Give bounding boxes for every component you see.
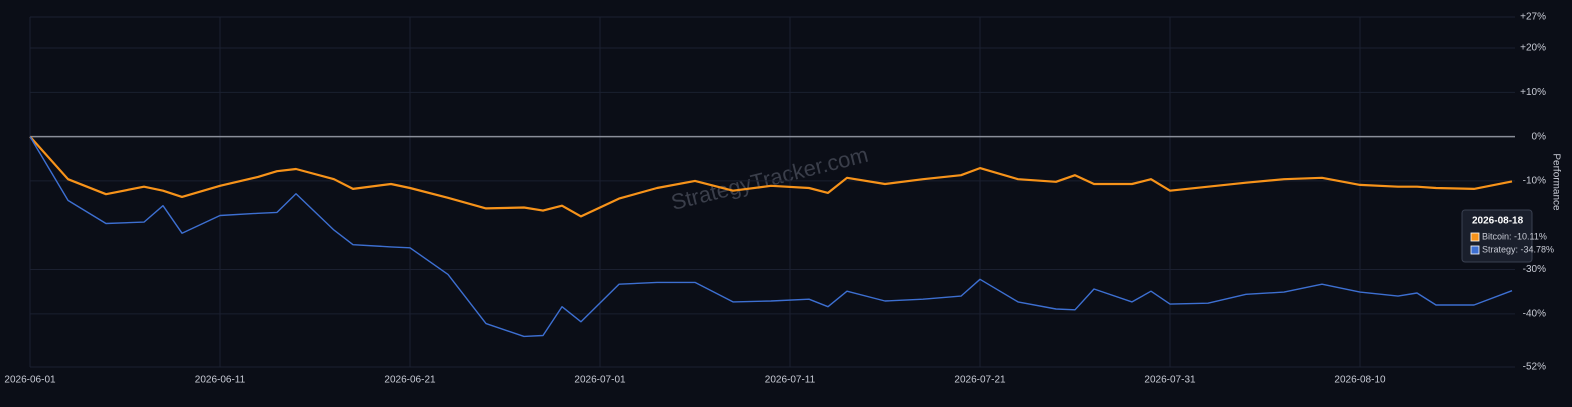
x-tick-label: 2026-07-11 (765, 375, 816, 386)
y-tick-label: +10% (1520, 87, 1546, 98)
x-tick-label: 2026-07-21 (954, 375, 1006, 386)
series-line (29, 136, 1513, 338)
x-tick-label: 2026-07-31 (1144, 375, 1196, 386)
x-tick-label: 2026-06-11 (195, 375, 246, 386)
x-tick-label: 2026-06-01 (4, 375, 56, 386)
y-tick-label: 0% (1532, 131, 1547, 142)
tooltip-swatch (1470, 245, 1480, 255)
y-tick-label: -30% (1523, 264, 1546, 275)
tooltip-line: Strategy: -34.78% (1482, 244, 1554, 254)
y-tick-label: -52% (1523, 362, 1546, 373)
tooltip-line: Bitcoin: -10.11% (1482, 231, 1547, 241)
x-tick-label: 2026-08-10 (1334, 375, 1386, 386)
tooltip-box (1461, 209, 1533, 263)
x-tick-label: 2026-06-21 (384, 375, 436, 386)
tooltip-date: 2026-08-18 (1472, 216, 1524, 227)
y-tick-label: +27% (1520, 12, 1546, 23)
series-line (29, 135, 1513, 218)
y-tick-label: -10% (1523, 176, 1546, 187)
y-tick-label: -40% (1523, 308, 1546, 319)
y-axis-title: Performance (1550, 153, 1561, 211)
tooltip-swatch (1470, 232, 1480, 242)
x-tick-label: 2026-07-01 (574, 375, 626, 386)
y-tick-label: +20% (1520, 43, 1546, 54)
tooltip: 2026-08-18 Bitcoin: -10.11% Strategy: -34.… (1461, 209, 1554, 263)
